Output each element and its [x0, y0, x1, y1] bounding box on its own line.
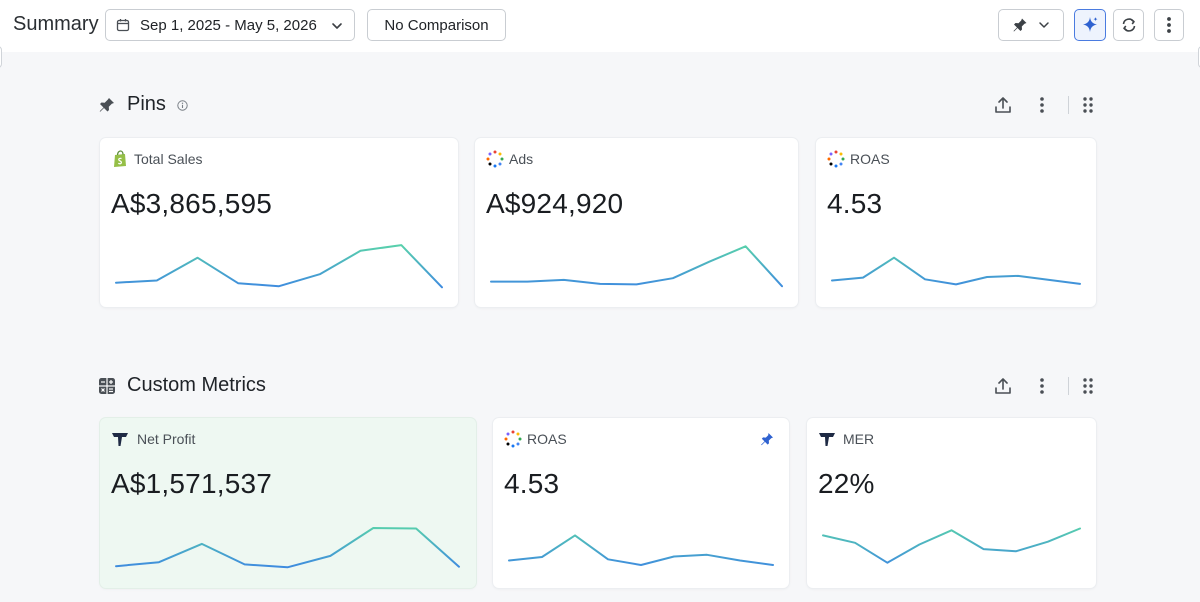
metric-label: ROAS — [527, 431, 567, 447]
sparkline-series — [831, 256, 1081, 286]
metric-card-total-sales[interactable]: Total Sales A$3,865,595 — [100, 138, 458, 307]
sparkline-series — [115, 527, 460, 569]
section-title: Custom Metrics — [127, 374, 266, 396]
sparkline-chart — [490, 245, 783, 288]
drag-handle-icon[interactable] — [1078, 95, 1098, 115]
left-panel-handle[interactable] — [0, 46, 2, 68]
metric-value: A$1,571,537 — [111, 468, 273, 499]
pin-icon — [1013, 18, 1027, 32]
metric-card-roas[interactable]: ROAS 4.53 — [816, 138, 1096, 307]
pinned-icon[interactable] — [760, 432, 774, 446]
sparkline-series — [508, 534, 774, 566]
sparkline-chart — [115, 527, 460, 569]
sparkline-chart — [115, 244, 443, 289]
refresh-icon — [1122, 18, 1135, 32]
custom-metrics-section-header: Custom Metrics — [98, 371, 1098, 401]
sparkline-series — [490, 245, 783, 288]
pin-icon — [99, 98, 114, 112]
ai-sparkle-button[interactable] — [1074, 9, 1106, 41]
triple-whale-icon — [112, 433, 128, 446]
metric-value: A$3,865,595 — [111, 188, 273, 219]
sparkline-series — [115, 244, 443, 289]
metric-value: A$924,920 — [486, 188, 624, 219]
page-title: Summary — [13, 13, 99, 35]
more-options-button[interactable] — [1154, 9, 1184, 41]
chevron-down-icon — [332, 23, 342, 29]
more-vertical-icon — [1167, 17, 1171, 33]
comparison-label: No Comparison — [384, 16, 489, 34]
metric-label: Net Profit — [137, 431, 196, 447]
divider — [1068, 377, 1069, 395]
comparison-button[interactable]: No Comparison — [367, 9, 506, 41]
date-range-label: Sep 1, 2025 - May 5, 2026 — [140, 16, 317, 34]
metric-value: 4.53 — [827, 188, 883, 219]
metric-value: 4.53 — [504, 468, 560, 499]
metric-label: MER — [843, 431, 875, 447]
top-bar: Summary Sep 1, 2025 - May 5, 2026 No Com… — [0, 0, 1200, 52]
sparkline-chart — [508, 534, 774, 566]
triple-whale-icon — [819, 433, 835, 446]
metric-card-roas[interactable]: ROAS 4.53 — [493, 418, 789, 588]
info-icon[interactable] — [177, 100, 188, 111]
multi-channel-icon — [486, 150, 504, 168]
calculator-icon — [99, 378, 115, 394]
sparkline-chart — [831, 256, 1081, 286]
sparkline-chart — [822, 527, 1081, 564]
refresh-button[interactable] — [1113, 9, 1144, 41]
metric-label: ROAS — [850, 151, 890, 167]
metric-card-mer[interactable]: MER 22% — [807, 418, 1096, 588]
multi-channel-icon — [827, 150, 845, 168]
pin-dropdown-button[interactable] — [998, 9, 1064, 41]
divider — [1068, 96, 1069, 114]
drag-handle-icon[interactable] — [1078, 376, 1098, 396]
calendar-icon — [116, 19, 130, 32]
export-icon[interactable] — [993, 95, 1013, 115]
export-icon[interactable] — [993, 376, 1013, 396]
section-title: Pins — [127, 93, 166, 115]
metric-label: Ads — [509, 151, 534, 167]
metric-label: Total Sales — [134, 151, 203, 167]
sparkline-series — [822, 527, 1081, 564]
date-range-picker[interactable]: Sep 1, 2025 - May 5, 2026 — [105, 9, 355, 41]
sparkle-icon — [1083, 17, 1098, 32]
multi-channel-icon — [504, 430, 522, 448]
pins-section-header: Pins — [98, 90, 1098, 120]
chevron-down-icon — [1039, 22, 1049, 28]
metric-value: 22% — [818, 468, 875, 499]
metric-card-net-profit[interactable]: Net Profit A$1,571,537 — [100, 418, 476, 588]
shopify-icon — [114, 150, 126, 167]
more-vertical-icon[interactable] — [1032, 95, 1052, 115]
metric-card-ads[interactable]: Ads A$924,920 — [475, 138, 798, 307]
more-vertical-icon[interactable] — [1032, 376, 1052, 396]
